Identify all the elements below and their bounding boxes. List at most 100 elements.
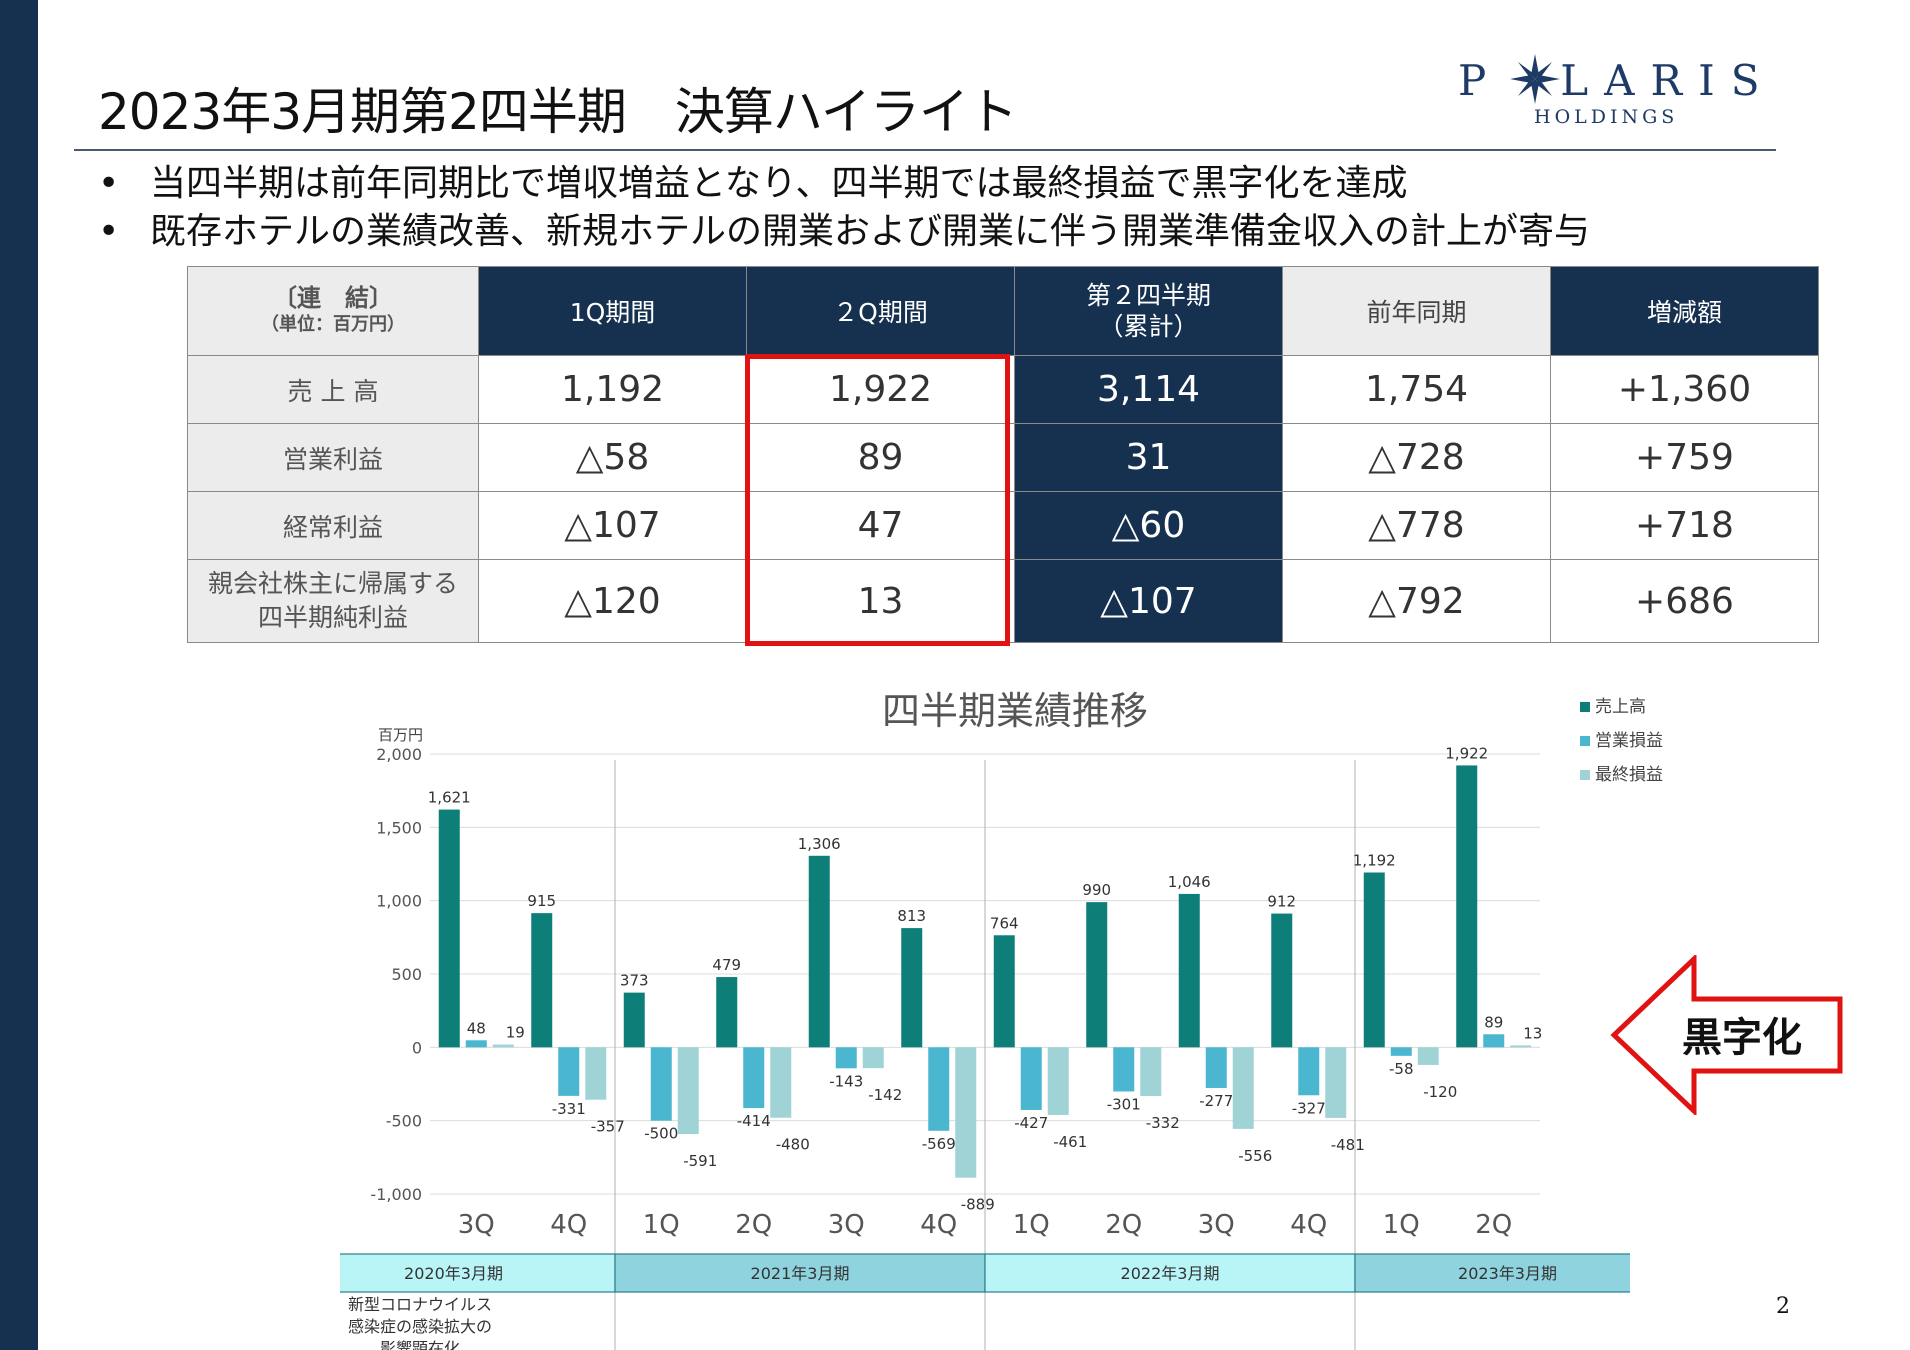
bar-最終損益 (1232, 1047, 1254, 1129)
cell-q2: 13 (746, 559, 1015, 643)
highlight-bullets: 当四半期は前年同期比で増収増益となり、四半期では最終損益で黒字化を達成 既存ホテ… (96, 160, 1590, 256)
row-label-line1: 親会社株主に帰属する (207, 569, 458, 598)
data-label: 1,192 (1353, 852, 1396, 870)
legend-item: 営業損益 (1580, 724, 1663, 758)
row-label-line2: 四半期純利益 (257, 603, 408, 632)
bar-最終損益 (862, 1047, 884, 1069)
x-tick-label: 2Q (1475, 1210, 1512, 1240)
data-label: -556 (1238, 1147, 1272, 1165)
title-divider (74, 149, 1776, 151)
y-tick-label: -500 (386, 1112, 422, 1131)
data-label: 915 (527, 892, 556, 910)
bar-売上高 (808, 855, 830, 1048)
data-label: 1,046 (1168, 873, 1211, 891)
data-label: -120 (1423, 1083, 1457, 1101)
legend-item: 売上高 (1580, 690, 1663, 724)
left-accent-bar (0, 0, 38, 1350)
bullet-item: 当四半期は前年同期比で増収増益となり、四半期では最終損益で黒字化を達成 (96, 160, 1590, 208)
y-tick-label: 500 (391, 965, 422, 984)
data-label: -414 (737, 1112, 771, 1130)
x-tick-label: 3Q (1198, 1210, 1235, 1240)
period-band (1354, 1253, 1630, 1293)
corner-title: 〔連 結〕 (273, 284, 393, 312)
bar-営業損益 (1483, 1034, 1505, 1048)
data-label: -327 (1292, 1099, 1326, 1117)
legend-label: 最終損益 (1595, 765, 1663, 785)
table-row: 経常利益 △107 47 △60 △778 +718 (187, 491, 1819, 560)
cell-q1: 1,192 (478, 355, 747, 424)
cell-q2: 1,922 (746, 355, 1015, 424)
cell-cumulative: △60 (1014, 491, 1283, 560)
cell-previous: △778 (1282, 491, 1551, 560)
data-label: -591 (683, 1152, 717, 1170)
x-tick-label: 1Q (1383, 1210, 1420, 1240)
bar-営業損益 (1020, 1047, 1042, 1110)
data-label: 479 (712, 956, 741, 974)
bar-最終損益 (1417, 1047, 1439, 1065)
cell-change: +1,360 (1550, 355, 1819, 424)
profit-callout: 黒字化 (1608, 953, 1848, 1117)
data-label: -480 (776, 1136, 810, 1154)
x-tick-label: 4Q (1290, 1210, 1327, 1240)
bar-最終損益 (1047, 1047, 1069, 1115)
bar-売上高 (1178, 893, 1200, 1048)
cell-q2: 89 (746, 423, 1015, 492)
header-cumulative: 第２四半期 （累計） (1014, 266, 1283, 356)
data-label: -142 (868, 1086, 902, 1104)
legend-swatch (1580, 770, 1590, 780)
y-tick-label: 1,000 (376, 892, 422, 911)
bar-最終損益 (1140, 1047, 1162, 1097)
cell-cumulative: 31 (1014, 423, 1283, 492)
table-row: 営業利益 △58 89 31 △728 +759 (187, 423, 1819, 492)
page-number: 2 (1776, 1294, 1790, 1319)
header-cumulative-line1: 第２四半期 (1085, 281, 1211, 310)
cell-q1: △120 (478, 559, 747, 643)
period-label: 2020年3月期 (404, 1264, 503, 1283)
x-tick-label: 1Q (643, 1210, 680, 1240)
y-tick-label: 0 (412, 1038, 422, 1057)
logo-letters-laris: LARIS (1560, 56, 1776, 105)
data-label: 89 (1484, 1013, 1503, 1031)
bar-営業損益 (558, 1047, 580, 1096)
x-tick-label: 4Q (550, 1210, 587, 1240)
corner-unit: （単位：百万円） (261, 314, 405, 335)
row-label-ordinary-income: 経常利益 (187, 491, 479, 560)
x-tick-label: 1Q (1013, 1210, 1050, 1240)
x-tick-label: 2Q (1105, 1210, 1142, 1240)
y-tick-label: -1,000 (370, 1185, 422, 1204)
bar-営業損益 (1205, 1047, 1227, 1088)
legend-swatch (1580, 702, 1590, 712)
x-tick-label: 3Q (458, 1210, 495, 1240)
cell-previous: 1,754 (1282, 355, 1551, 424)
table-row: 売 上 高 1,192 1,922 3,114 1,754 +1,360 (187, 355, 1819, 424)
data-label: -889 (961, 1196, 995, 1214)
cell-cumulative: 3,114 (1014, 355, 1283, 424)
cell-cumulative: △107 (1014, 559, 1283, 643)
data-label: -58 (1389, 1060, 1414, 1078)
legend-item: 最終損益 (1580, 758, 1663, 792)
logo-wordmark: P LARIS (1458, 56, 1775, 105)
data-label: 373 (620, 972, 649, 990)
covid-annotation: 感染症の感染拡大の (348, 1317, 492, 1336)
data-label: -143 (829, 1072, 863, 1090)
bar-営業損益 (743, 1047, 765, 1109)
y-tick-label: 2,000 (376, 745, 422, 764)
bullet-item: 既存ホテルの業績改善、新規ホテルの開業および開業に伴う開業準備金収入の計上が寄与 (96, 208, 1590, 256)
chart-title: 四半期業績推移 (882, 689, 1148, 733)
y-axis-unit: 百万円 (378, 726, 423, 744)
bar-営業損益 (928, 1047, 950, 1131)
header-q1: 1Q期間 (478, 266, 747, 356)
bar-営業損益 (1113, 1047, 1135, 1092)
covid-annotation: 新型コロナウイルス (348, 1295, 492, 1314)
bar-最終損益 (770, 1047, 792, 1118)
x-tick-label: 3Q (828, 1210, 865, 1240)
bar-売上高 (993, 935, 1015, 1048)
bar-営業損益 (650, 1047, 672, 1121)
period-band (340, 1253, 616, 1293)
cell-q1: △58 (478, 423, 747, 492)
legend-label: 営業損益 (1595, 731, 1663, 751)
bar-最終損益 (1325, 1047, 1347, 1118)
data-label: 1,621 (428, 789, 471, 807)
compass-star-icon (1510, 54, 1560, 104)
legend-swatch (1580, 736, 1590, 746)
